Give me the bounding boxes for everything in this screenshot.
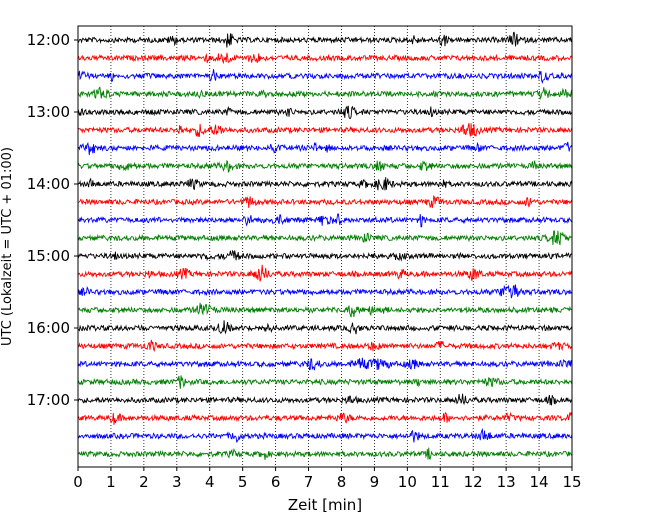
trace-1300 bbox=[77, 105, 573, 119]
seismic-traces bbox=[77, 31, 573, 460]
x-tick-label: 15 bbox=[562, 473, 581, 491]
x-tick-label: 0 bbox=[73, 473, 83, 491]
x-tick-label: 9 bbox=[370, 473, 380, 491]
trace-1700 bbox=[77, 393, 573, 406]
trace-1645 bbox=[77, 375, 573, 389]
trace-1600 bbox=[77, 320, 573, 335]
y-tick-label: 15:00 bbox=[27, 247, 70, 265]
y-tick-label: 13:00 bbox=[27, 103, 70, 121]
y-tick-label: 12:00 bbox=[27, 31, 70, 49]
x-tick-label: 13 bbox=[497, 473, 516, 491]
trace-1530 bbox=[77, 284, 573, 299]
trace-1315 bbox=[77, 122, 573, 137]
x-tick-label: 5 bbox=[238, 473, 248, 491]
y-axis-ticks: 12:00 13:00 14:00 15:00 16:00 17:00 bbox=[27, 31, 78, 409]
trace-1430 bbox=[77, 213, 573, 228]
trace-1730 bbox=[77, 427, 573, 443]
y-tick-label: 17:00 bbox=[27, 391, 70, 409]
trace-1615 bbox=[77, 339, 573, 353]
x-axis-label: Zeit [min] bbox=[288, 496, 362, 514]
plot-frame bbox=[77, 25, 573, 468]
trace-1445 bbox=[77, 230, 573, 246]
trace-1345 bbox=[77, 159, 573, 173]
trace-1500 bbox=[77, 249, 573, 262]
trace-1515 bbox=[77, 264, 573, 282]
x-tick-label: 3 bbox=[172, 473, 182, 491]
y-axis-label: UTC (Lokalzeit = UTC + 01:00) bbox=[0, 147, 15, 346]
x-tick-label: 1 bbox=[106, 473, 116, 491]
x-tick-label: 10 bbox=[398, 473, 417, 491]
x-tick-label: 8 bbox=[337, 473, 347, 491]
x-axis-ticks: 0 1 2 3 4 5 6 7 8 9 10 11 12 13 14 15 bbox=[73, 467, 582, 491]
trace-1215 bbox=[77, 52, 573, 65]
x-tick-label: 6 bbox=[271, 473, 281, 491]
trace-1200 bbox=[77, 31, 573, 48]
trace-1715 bbox=[77, 411, 573, 425]
trace-1415 bbox=[77, 195, 573, 209]
trace-1545 bbox=[77, 302, 573, 318]
trace-1330 bbox=[77, 141, 573, 156]
x-tick-label: 7 bbox=[304, 473, 314, 491]
x-tick-label: 2 bbox=[139, 473, 149, 491]
trace-1400 bbox=[77, 177, 573, 191]
y-tick-label: 14:00 bbox=[27, 175, 70, 193]
x-tick-label: 12 bbox=[464, 473, 483, 491]
x-tick-label: 14 bbox=[530, 473, 549, 491]
y-tick-label: 16:00 bbox=[27, 319, 70, 337]
trace-1245 bbox=[77, 86, 573, 101]
trace-1630 bbox=[77, 357, 573, 371]
trace-1745 bbox=[77, 447, 573, 460]
x-tick-label: 4 bbox=[205, 473, 215, 491]
trace-1230 bbox=[77, 69, 573, 84]
x-tick-label: 11 bbox=[431, 473, 450, 491]
